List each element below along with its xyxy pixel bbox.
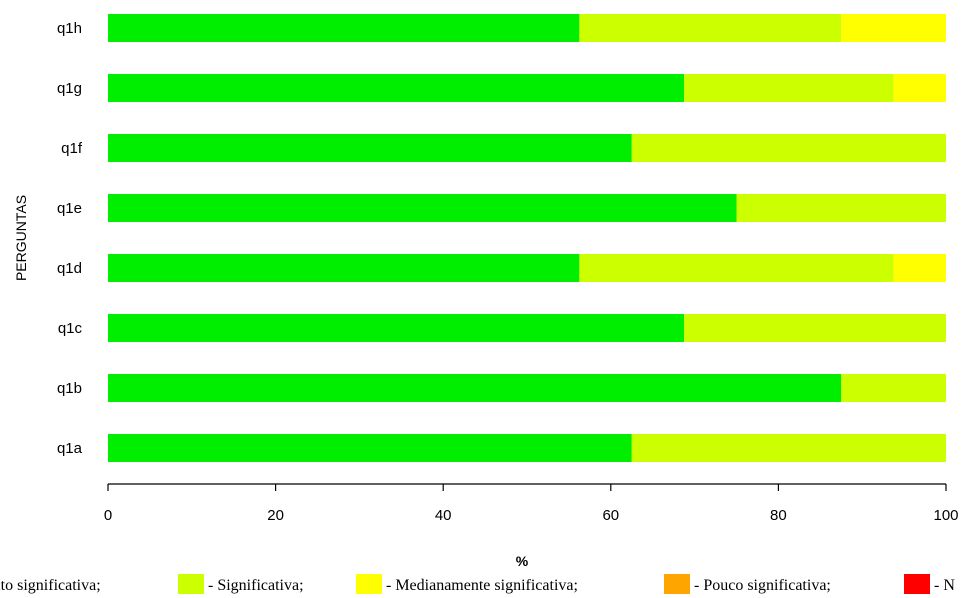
bar-q1c-series-1 <box>684 314 946 342</box>
category-label: q1c <box>58 320 83 337</box>
category-label: q1b <box>57 380 82 397</box>
bar-q1e-series-1 <box>736 194 946 222</box>
x-tick-label: 20 <box>267 507 284 524</box>
legend-text: Muito significativa; <box>0 577 101 594</box>
bar-q1f-series-0 <box>108 134 632 162</box>
legend-swatch <box>664 574 690 594</box>
bars-group <box>108 14 946 462</box>
legend-prefix: - <box>934 577 943 594</box>
legend-label: - Significativa; <box>208 577 304 594</box>
category-label: q1h <box>57 20 82 37</box>
category-labels: q1a q1b q1c q1d q1e q1f q1g q1h <box>57 20 83 457</box>
legend-text: Medianamente significativa; <box>395 577 578 594</box>
legend-swatch <box>904 574 930 594</box>
legend-prefix: - <box>694 577 703 594</box>
category-label: q1e <box>57 200 82 217</box>
legend-prefix: - <box>386 577 395 594</box>
bar-q1g-series-0 <box>108 74 685 102</box>
legend: Muito significativa;- Significativa;- Me… <box>0 574 955 594</box>
legend-label: - N <box>934 577 955 594</box>
legend-label: Muito significativa; <box>0 577 101 594</box>
category-label: q1d <box>57 260 82 277</box>
x-tick-label: 40 <box>435 507 452 524</box>
category-label: q1a <box>57 440 83 457</box>
legend-text: Pouco significativa; <box>703 577 831 594</box>
bar-q1f-series-1 <box>631 134 946 162</box>
legend-swatch <box>356 574 382 594</box>
y-axis-title: PERGUNTAS <box>13 195 29 281</box>
bar-q1a-series-1 <box>631 434 946 462</box>
bar-q1d-series-2 <box>893 254 946 282</box>
x-axis-title: % <box>516 553 529 569</box>
bar-q1e-series-0 <box>108 194 737 222</box>
legend-prefix: - <box>208 577 217 594</box>
x-tick-label: 60 <box>602 507 619 524</box>
bar-q1b-series-0 <box>108 374 842 402</box>
bar-q1d-series-1 <box>579 254 894 282</box>
bar-q1g-series-1 <box>684 74 894 102</box>
bar-q1b-series-1 <box>841 374 946 402</box>
bar-q1h-series-2 <box>841 14 946 42</box>
category-label: q1f <box>61 140 83 157</box>
category-label: q1g <box>57 80 82 97</box>
legend-label: - Medianamente significativa; <box>386 577 578 594</box>
x-tick-label: 80 <box>770 507 787 524</box>
legend-label: - Pouco significativa; <box>694 577 831 594</box>
bar-q1a-series-0 <box>108 434 632 462</box>
x-tick-label: 100 <box>933 507 958 524</box>
legend-text: N <box>943 577 955 594</box>
legend-text: Significativa; <box>217 577 303 594</box>
legend-swatch <box>178 574 204 594</box>
bar-q1g-series-2 <box>893 74 946 102</box>
bar-q1c-series-0 <box>108 314 685 342</box>
x-axis: 0 20 40 60 80 100 <box>104 483 959 524</box>
bar-q1h-series-0 <box>108 14 580 42</box>
bar-q1h-series-1 <box>579 14 842 42</box>
x-tick-label: 0 <box>104 507 112 524</box>
bar-q1d-series-0 <box>108 254 580 282</box>
